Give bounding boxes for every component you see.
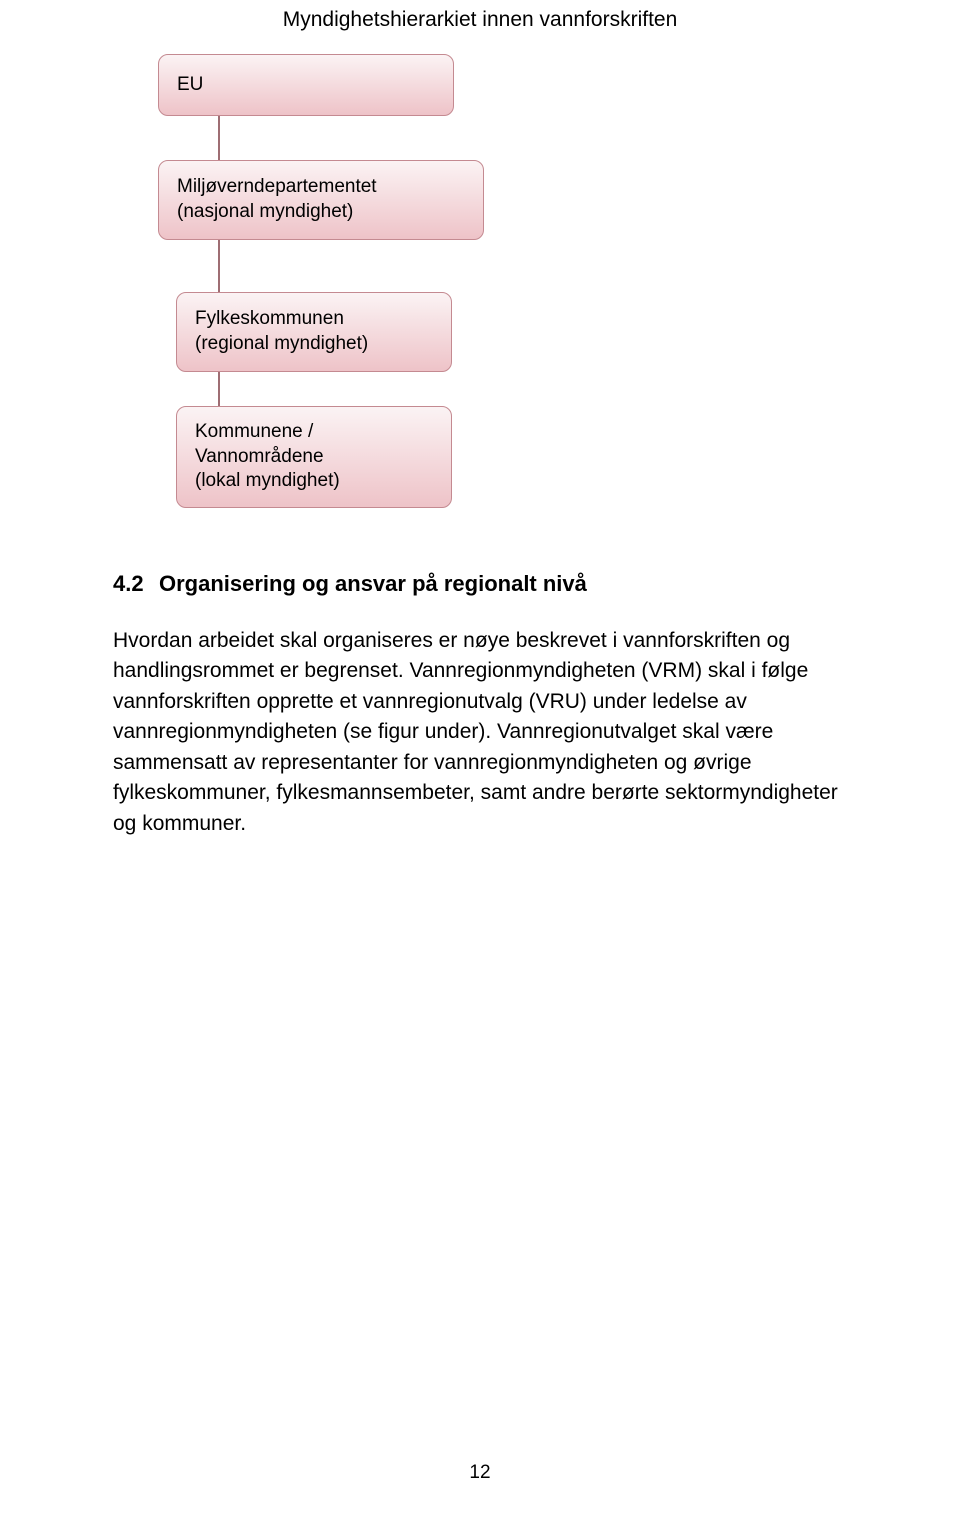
hierarchy-diagram: EU Miljøverndepartementet(nasjonal myndig… [158,54,484,508]
hierarchy-node-label: EU [177,73,203,98]
document-page: Myndighetshierarkiet innen vannforskrift… [0,8,960,1522]
hierarchy-node-label: Fylkeskommunen(regional myndighet) [195,307,368,356]
section-heading: 4.2Organisering og ansvar på regionalt n… [113,568,847,600]
section-number: 4.2 [113,568,159,600]
hierarchy-node: EU [158,54,454,116]
hierarchy-connector [218,240,220,292]
body-text: 4.2Organisering og ansvar på regionalt n… [113,568,847,839]
hierarchy-node-label: Miljøverndepartementet(nasjonal myndighe… [177,175,377,224]
hierarchy-node: Fylkeskommunen(regional myndighet) [176,292,452,372]
diagram-title: Myndighetshierarkiet innen vannforskrift… [0,8,960,32]
hierarchy-connector [218,372,220,406]
hierarchy-node: Kommunene /Vannområdene(lokal myndighet) [176,406,452,508]
hierarchy-node: Miljøverndepartementet(nasjonal myndighe… [158,160,484,240]
section-paragraph: Hvordan arbeidet skal organiseres er nøy… [113,626,847,839]
hierarchy-node-label: Kommunene /Vannområdene(lokal myndighet) [195,420,340,494]
page-number: 12 [0,1462,960,1484]
section-title: Organisering og ansvar på regionalt nivå [159,571,587,596]
hierarchy-connector [218,116,220,160]
